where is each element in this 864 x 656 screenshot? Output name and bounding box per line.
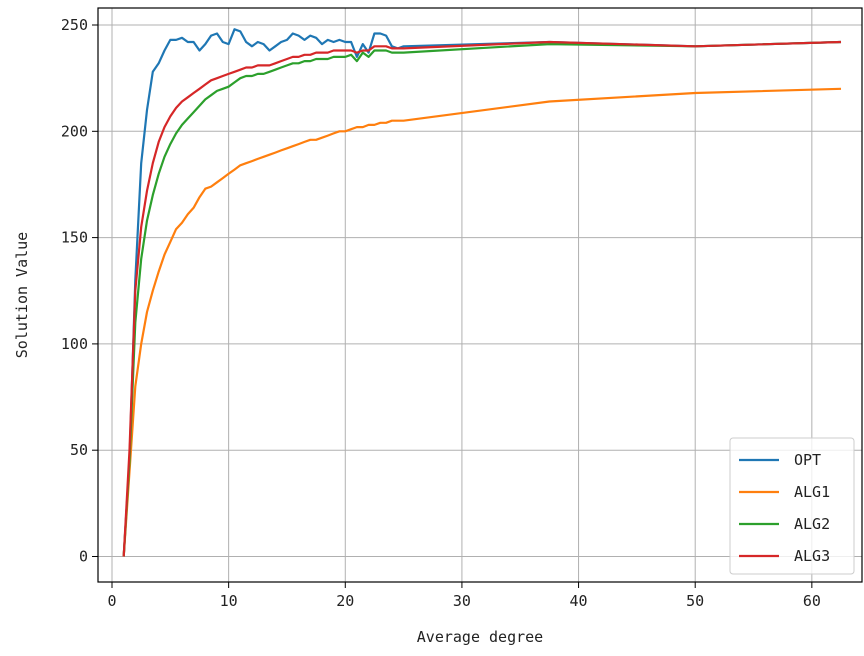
legend: OPT ALG1 ALG2 ALG3 — [729, 437, 855, 575]
x-tick-label: 40 — [570, 592, 588, 610]
series-line-alg1 — [122, 87, 842, 557]
x-tick-label: 50 — [686, 592, 704, 610]
y-tick-label: 100 — [61, 335, 88, 353]
y-tick-label: 50 — [70, 441, 88, 459]
plot-frame — [97, 7, 863, 583]
y-tick-label: 200 — [61, 122, 88, 140]
legend-label-alg1: ALG1 — [794, 483, 830, 501]
x-tick-label: 20 — [336, 592, 354, 610]
legend-box — [729, 437, 855, 575]
series-line-alg3 — [122, 40, 842, 557]
legend-label-alg2: ALG2 — [794, 515, 830, 533]
series-lines — [122, 28, 842, 557]
legend-label-opt: OPT — [794, 451, 821, 469]
x-tick-label: 10 — [220, 592, 238, 610]
x-tick-label: 30 — [453, 592, 471, 610]
y-tick-label: 0 — [79, 547, 88, 565]
series-line-alg2 — [122, 40, 842, 557]
y-tick-label: 250 — [61, 16, 88, 34]
y-tick-label: 150 — [61, 229, 88, 247]
legend-label-alg3: ALG3 — [794, 547, 830, 565]
x-axis-ticks: 0 10 20 30 40 50 60 — [107, 582, 821, 610]
x-tick-label: 60 — [803, 592, 821, 610]
x-tick-label: 0 — [107, 592, 116, 610]
y-axis-label: Solution Value — [13, 232, 31, 358]
x-axis-label: Average degree — [417, 628, 543, 646]
grid — [98, 8, 862, 582]
series-line-opt — [122, 28, 842, 557]
y-axis-ticks: 0 50 100 150 200 250 — [61, 16, 98, 565]
